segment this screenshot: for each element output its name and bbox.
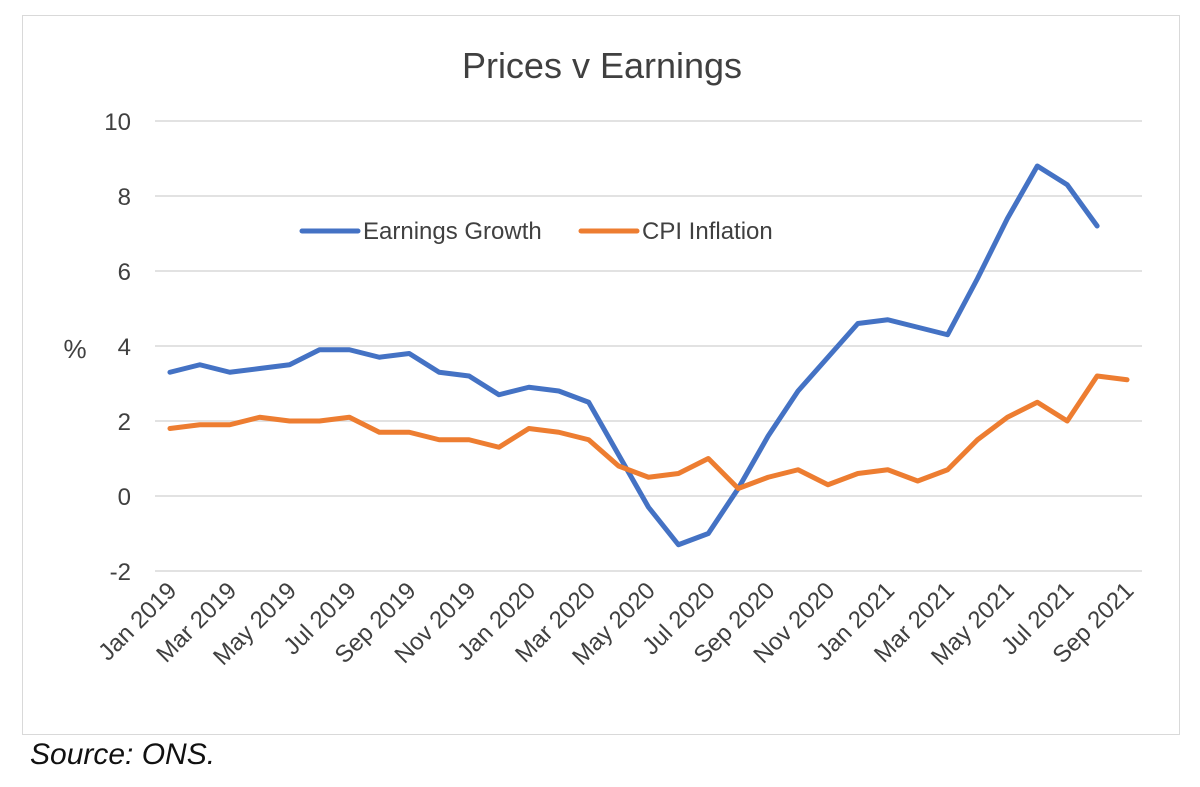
- y-tick-label: 2: [118, 409, 131, 436]
- y-tick-label: 4: [118, 334, 131, 361]
- legend-label: Earnings Growth: [363, 218, 542, 245]
- y-axis-label: %: [63, 334, 86, 364]
- chart-title: Prices v Earnings: [462, 45, 742, 86]
- y-tick-label: 6: [118, 259, 131, 286]
- series-lines: [167, 163, 1130, 548]
- chart-frame: [22, 15, 1180, 735]
- legend-label: CPI Inflation: [642, 218, 773, 245]
- source-note: Source: ONS.: [30, 738, 216, 771]
- series-line-earnings-growth: [167, 163, 1100, 548]
- y-tick-label: 10: [104, 109, 131, 136]
- legend: Earnings Growth CPI Inflation: [299, 218, 773, 245]
- y-tick-label: 0: [118, 484, 131, 511]
- gridlines: [155, 120, 1142, 572]
- y-tick-labels: -2 0 2 4 6 8 10: [104, 109, 131, 586]
- y-tick-label: 8: [118, 184, 131, 211]
- y-tick-label: -2: [110, 559, 131, 586]
- series-line-cpi-inflation: [167, 373, 1130, 491]
